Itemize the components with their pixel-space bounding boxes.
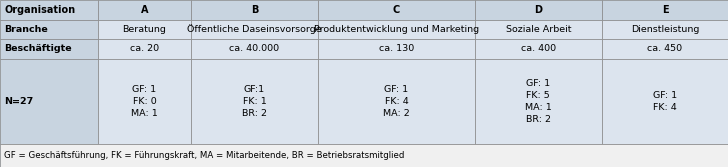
Text: B: B	[250, 5, 258, 15]
Text: C: C	[393, 5, 400, 15]
Text: GF:1
FK: 1
BR: 2: GF:1 FK: 1 BR: 2	[242, 85, 267, 118]
Text: E: E	[662, 5, 668, 15]
Bar	[98, 0, 191, 20]
Text: Beratung: Beratung	[122, 25, 167, 34]
Text: ca. 130: ca. 130	[379, 44, 414, 53]
Bar	[475, 20, 602, 39]
Text: Soziale Arbeit: Soziale Arbeit	[506, 25, 571, 34]
Text: A: A	[141, 5, 149, 15]
Bar	[98, 39, 191, 58]
Text: GF: 1
FK: 4: GF: 1 FK: 4	[653, 91, 677, 112]
Bar	[602, 20, 728, 39]
Text: GF = Geschäftsführung, FK = Führungskraft, MA = Mitarbeitende, BR = Betriebsrats: GF = Geschäftsführung, FK = Führungskraf…	[4, 151, 404, 160]
Text: GF: 1
FK: 0
MA: 1: GF: 1 FK: 0 MA: 1	[131, 85, 158, 118]
Bar	[318, 20, 475, 39]
Bar	[475, 39, 602, 58]
Text: GF: 1
FK: 4
MA: 2: GF: 1 FK: 4 MA: 2	[383, 85, 410, 118]
Bar	[191, 58, 318, 144]
Bar	[0, 20, 98, 39]
Bar	[318, 39, 475, 58]
Text: ca. 40.000: ca. 40.000	[229, 44, 280, 53]
Text: Beschäftigte: Beschäftigte	[4, 44, 72, 53]
Bar	[475, 0, 602, 20]
Bar	[318, 0, 475, 20]
Bar	[0, 39, 98, 58]
Text: Branche: Branche	[4, 25, 48, 34]
Bar	[98, 20, 191, 39]
Bar	[0, 0, 98, 20]
Text: Öffentliche Daseinsvorsorge: Öffentliche Daseinsvorsorge	[187, 24, 322, 34]
Text: ca. 20: ca. 20	[130, 44, 159, 53]
Bar	[191, 39, 318, 58]
Text: D: D	[534, 5, 542, 15]
Text: ca. 400: ca. 400	[521, 44, 556, 53]
Bar	[0, 144, 728, 167]
Text: ca. 450: ca. 450	[647, 44, 683, 53]
Text: Organisation: Organisation	[4, 5, 76, 15]
Bar	[191, 0, 318, 20]
Bar	[602, 58, 728, 144]
Bar	[602, 0, 728, 20]
Bar	[602, 39, 728, 58]
Text: Produktentwicklung und Marketing: Produktentwicklung und Marketing	[314, 25, 479, 34]
Text: Dienstleistung: Dienstleistung	[631, 25, 699, 34]
Text: N=27: N=27	[4, 97, 33, 106]
Bar	[475, 58, 602, 144]
Bar	[318, 58, 475, 144]
Bar	[0, 58, 98, 144]
Bar	[191, 20, 318, 39]
Text: GF: 1
FK: 5
MA: 1
BR: 2: GF: 1 FK: 5 MA: 1 BR: 2	[525, 79, 552, 124]
Bar	[98, 58, 191, 144]
